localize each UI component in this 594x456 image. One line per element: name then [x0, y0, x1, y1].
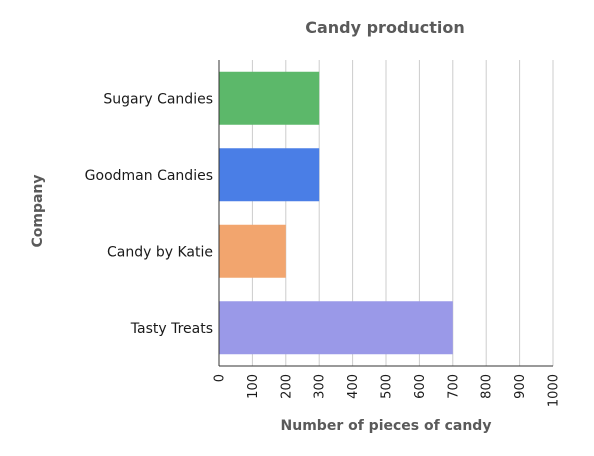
- category-label: Tasty Treats: [130, 321, 213, 337]
- category-label: Sugary Candies: [103, 91, 213, 107]
- x-tick-label: 100: [246, 374, 261, 399]
- bar-candy-by-katie: [219, 224, 286, 278]
- category-label: Candy by Katie: [107, 244, 213, 260]
- bars: [219, 71, 453, 355]
- x-tick-label: 0: [213, 374, 228, 382]
- x-tick-label: 400: [346, 374, 361, 399]
- bar-goodman-candies: [219, 148, 320, 202]
- bar-tasty-treats: [219, 301, 453, 355]
- x-tick-label: 700: [446, 374, 461, 399]
- x-tick-label: 1000: [547, 374, 562, 407]
- x-axis-title: Number of pieces of candy: [281, 418, 492, 434]
- category-labels: Sugary Candies Goodman Candies Candy by Ka…: [85, 91, 213, 337]
- x-tick-labels: 0 100 200 300 400 500 600 700 800 900 1000: [213, 374, 562, 407]
- x-tick-label: 500: [380, 374, 395, 399]
- x-tick-label: 900: [513, 374, 528, 399]
- bar-sugary-candies: [219, 71, 320, 125]
- chart-title: Candy production: [305, 18, 465, 37]
- x-tick-label: 300: [313, 374, 328, 399]
- x-tick-label: 600: [413, 374, 428, 399]
- x-tick-label: 200: [279, 374, 294, 399]
- y-axis-title: Company: [30, 174, 46, 247]
- category-label: Goodman Candies: [85, 168, 213, 184]
- x-tick-label: 800: [480, 374, 495, 399]
